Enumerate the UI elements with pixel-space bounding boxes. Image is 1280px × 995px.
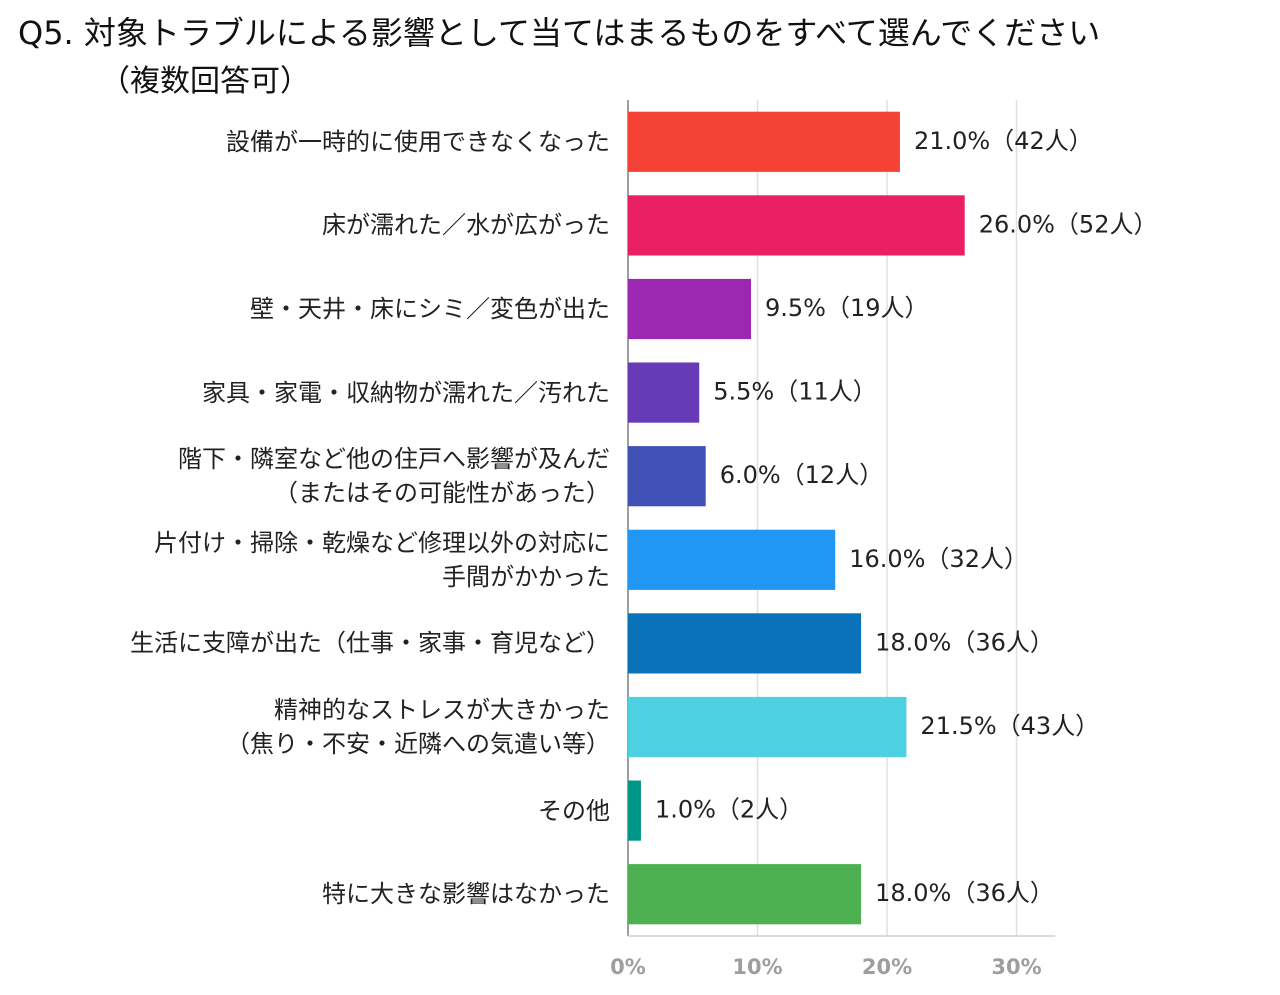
value-label: 16.0%（32人） xyxy=(849,545,1028,573)
bar xyxy=(628,195,965,256)
chart-subtitle: （複数回答可） xyxy=(100,64,310,99)
y-tick-label: 壁・天井・床にシミ／変色が出た xyxy=(250,295,610,323)
bar xyxy=(628,446,706,507)
value-label: 1.0%（2人） xyxy=(655,796,803,824)
value-label: 18.0%（36人） xyxy=(875,628,1054,656)
value-label: 21.5%（43人） xyxy=(920,712,1099,740)
bar xyxy=(628,362,700,423)
y-tick-label: その他 xyxy=(538,796,610,825)
x-tick-label: 20% xyxy=(862,955,912,979)
chart-title: Q5. 対象トラブルによる影響として当てはまるものをすべて選んでください xyxy=(18,14,1101,52)
bar xyxy=(628,278,752,340)
value-label: 9.5%（19人） xyxy=(765,294,929,322)
bar xyxy=(628,111,900,172)
y-tick-label: 家具・家電・収納物が濡れた／汚れた xyxy=(202,378,610,407)
bar xyxy=(628,780,641,841)
y-tick-label: 床が濡れた／水が広がった xyxy=(322,211,610,240)
value-label: 26.0%（52人） xyxy=(979,210,1158,238)
y-tick-label: 生活に支障が出た（仕事・家事・育児など） xyxy=(130,629,610,658)
bar xyxy=(628,696,907,758)
value-label: 21.0%（42人） xyxy=(914,127,1093,155)
y-tick-label: 精神的なストレスが大きかった （焦り・不安・近隣への気遣い等） xyxy=(226,696,610,758)
value-label: 18.0%（36人） xyxy=(875,879,1054,907)
y-tick-label: 階下・隣室など他の住戸へ影響が及んだ （またはその可能性があった） xyxy=(178,445,610,508)
bar xyxy=(628,864,862,925)
x-tick-label: 0% xyxy=(610,955,646,979)
x-tick-label: 30% xyxy=(991,955,1041,979)
x-tick-label: 10% xyxy=(732,955,782,979)
y-tick-label: 特に大きな影響はなかった xyxy=(322,880,610,909)
bar xyxy=(628,613,862,674)
bar xyxy=(628,529,836,590)
value-label: 5.5%（11人） xyxy=(713,378,877,406)
y-tick-label: 設備が一時的に使用できなくなった xyxy=(226,127,610,156)
y-tick-label: 片付け・掃除・乾燥など修理以外の対応に 手間がかかった xyxy=(154,528,610,591)
value-label: 6.0%（12人） xyxy=(720,461,884,489)
